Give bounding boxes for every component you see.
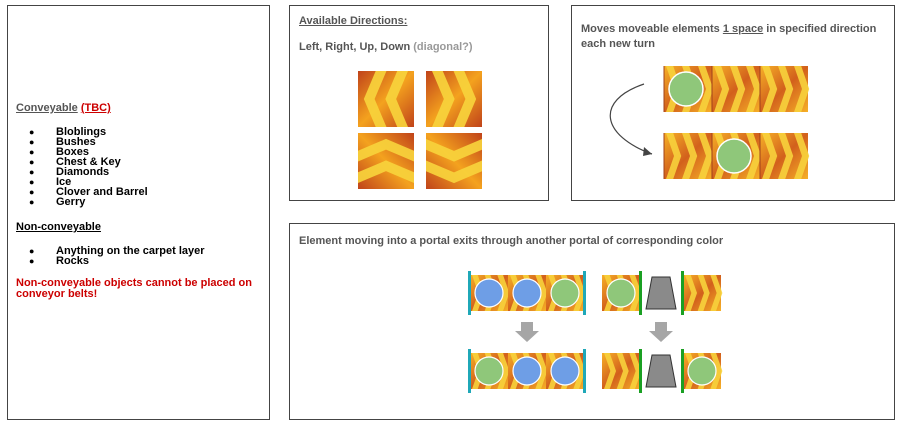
cyan-portal	[583, 349, 586, 393]
non-conveyable-item: Rocks	[8, 256, 205, 267]
directions-title: Available Directions:	[299, 15, 408, 27]
conveyable-item: Gerry	[8, 197, 148, 208]
green-blobling	[668, 71, 704, 107]
portal-belt-tile	[683, 275, 723, 311]
conveyable-item: Chest & Key	[8, 157, 148, 168]
moves-belt-tile	[760, 133, 810, 179]
cyan-portal	[583, 271, 586, 315]
conveyable-item: Diamonds	[8, 167, 148, 178]
green-blobling	[687, 356, 717, 386]
conveyable-item: Ice	[8, 177, 148, 188]
conveyable-heading: Conveyable (TBC)	[16, 102, 111, 114]
moves-belt-tile	[760, 66, 810, 112]
conveyable-item: Boxes	[8, 147, 148, 158]
conveyable-label: Conveyable	[16, 102, 78, 114]
green-portal	[639, 271, 642, 315]
blue-blobling	[474, 278, 504, 308]
conveyable-item: Bushes	[8, 137, 148, 148]
down-arrow	[515, 322, 539, 342]
moves-text-before: Moves moveable elements	[581, 23, 720, 35]
conveyable-item: Bloblings	[8, 127, 148, 138]
direction-tile-right	[426, 71, 482, 127]
green-blobling	[474, 356, 504, 386]
rock	[645, 276, 677, 310]
directions-line: Left, Right, Up, Down (diagonal?)	[299, 41, 473, 53]
green-portal	[681, 271, 684, 315]
down-arrow	[649, 322, 673, 342]
green-blobling	[606, 278, 636, 308]
green-portal	[681, 349, 684, 393]
blue-blobling	[512, 356, 542, 386]
moves-description: Moves moveable elements 1 space in speci…	[581, 22, 881, 52]
direction-tile-left	[358, 71, 414, 127]
non-conveyable-label: Non-conveyable	[16, 221, 101, 233]
blue-blobling	[550, 356, 580, 386]
conveyable-panel: Conveyable (TBC) BloblingsBushesBoxesChe…	[7, 5, 270, 420]
cyan-portal	[468, 271, 471, 315]
moves-illustration	[609, 66, 810, 179]
non-conveyable-item: Anything on the carpet layer	[8, 246, 205, 257]
moves-belt-tile	[712, 66, 762, 112]
directions-list: Left, Right, Up, Down	[299, 41, 411, 53]
green-portal	[639, 349, 642, 393]
moves-belt-tile	[664, 133, 714, 179]
portal-illustration	[468, 271, 723, 393]
arrow-head	[643, 147, 652, 156]
direction-tile-up	[358, 133, 414, 189]
cyan-portal	[468, 349, 471, 393]
curved-arrow	[609, 83, 653, 155]
moves-text-highlight: 1 space	[722, 23, 764, 35]
portal-panel: Element moving into a portal exits throu…	[289, 223, 895, 420]
rock	[645, 354, 677, 388]
warning-text: Non-conveyable objects cannot be placed …	[16, 277, 252, 300]
portal-belt-tile	[602, 353, 642, 389]
directions-panel: Available Directions: Left, Right, Up, D…	[289, 5, 549, 201]
conveyable-list: BloblingsBushesBoxesChest & KeyDiamondsI…	[8, 127, 148, 208]
diagonal-note: (diagonal?)	[413, 41, 473, 53]
non-conveyable-list: Anything on the carpet layerRocks	[8, 246, 205, 267]
conveyable-item: Clover and Barrel	[8, 187, 148, 198]
moves-text-after: in specified direction each new turn	[581, 23, 877, 50]
green-blobling	[550, 278, 580, 308]
blue-blobling	[512, 278, 542, 308]
portal-description: Element moving into a portal exits throu…	[299, 235, 724, 247]
tbc-label: (TBC)	[80, 102, 111, 114]
direction-tile-down	[426, 133, 482, 189]
direction-tiles	[358, 71, 482, 189]
moves-panel: Moves moveable elements 1 space in speci…	[571, 5, 895, 201]
green-blobling	[716, 138, 752, 174]
